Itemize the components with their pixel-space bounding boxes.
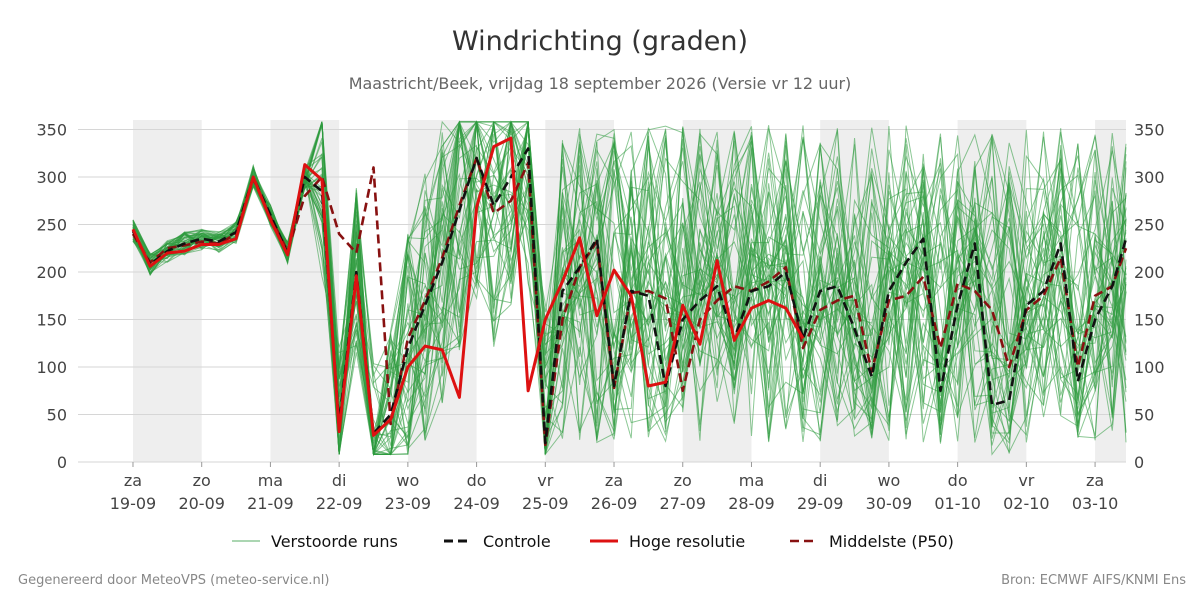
y-tick-left-50: 50 xyxy=(47,406,67,425)
x-tick-date-5: 24-09 xyxy=(453,494,500,513)
chart-title: Windrichting (graden) xyxy=(452,26,748,57)
y-tick-left-100: 100 xyxy=(36,358,67,377)
x-tick-date-13: 02-10 xyxy=(1003,494,1050,513)
x-tick-date-11: 30-09 xyxy=(866,494,913,513)
x-tick-day-14: za xyxy=(1086,471,1104,490)
ensemble-run-47 xyxy=(132,141,1127,455)
x-tick-date-14: 03-10 xyxy=(1072,494,1119,513)
x-tick-day-4: wo xyxy=(396,471,419,490)
y-tick-left-0: 0 xyxy=(57,453,67,472)
y-tick-right-50: 50 xyxy=(1134,406,1154,425)
y-tick-right-0: 0 xyxy=(1134,453,1144,472)
x-tick-date-3: 22-09 xyxy=(316,494,363,513)
x-tick-day-2: ma xyxy=(258,471,283,490)
legend-label-hoge-resolutie: Hoge resolutie xyxy=(629,532,745,551)
legend-item-middelste: Middelste (P50) xyxy=(790,532,954,551)
y-tick-left-200: 200 xyxy=(36,263,67,282)
footer-generated-by: Gegenereerd door MeteoVPS (meteo-service… xyxy=(18,573,330,588)
legend: Verstoorde runs Controle Hoge resolutie … xyxy=(232,532,954,551)
x-tick-day-0: za xyxy=(124,471,142,490)
x-tick-date-10: 29-09 xyxy=(797,494,844,513)
x-tick-date-7: 26-09 xyxy=(591,494,638,513)
y-tick-left-300: 300 xyxy=(36,168,67,187)
y-axis-left: 0 50 100 150 200 250 300 350 xyxy=(36,121,67,473)
x-tick-date-9: 28-09 xyxy=(728,494,775,513)
y-tick-left-350: 350 xyxy=(36,121,67,140)
y-tick-right-150: 150 xyxy=(1134,311,1165,330)
legend-label-middelste: Middelste (P50) xyxy=(829,532,954,551)
x-tick-day-3: di xyxy=(332,471,347,490)
y-tick-right-350: 350 xyxy=(1134,121,1165,140)
x-tick-date-1: 20-09 xyxy=(178,494,225,513)
x-tick-day-6: vr xyxy=(537,471,553,490)
x-tick-day-9: ma xyxy=(739,471,764,490)
main-series xyxy=(131,136,1128,447)
y-tick-left-150: 150 xyxy=(36,311,67,330)
x-tick-day-11: wo xyxy=(877,471,900,490)
y-tick-right-100: 100 xyxy=(1134,358,1165,377)
x-tick-date-12: 01-10 xyxy=(934,494,981,513)
x-tick-day-5: do xyxy=(467,471,487,490)
x-tick-day-10: di xyxy=(813,471,828,490)
x-tick-date-4: 23-09 xyxy=(385,494,432,513)
legend-item-controle: Controle xyxy=(444,532,551,551)
x-tick-date-8: 27-09 xyxy=(659,494,706,513)
x-tick-day-1: zo xyxy=(193,471,211,490)
x-tick-date-6: 25-09 xyxy=(522,494,569,513)
chart-subtitle: Maastricht/Beek, vrijdag 18 september 20… xyxy=(349,74,852,93)
y-tick-right-300: 300 xyxy=(1134,168,1165,187)
legend-label-controle: Controle xyxy=(483,532,551,551)
series-line-1 xyxy=(131,136,805,437)
x-tick-day-7: za xyxy=(605,471,623,490)
x-tick-day-12: do xyxy=(948,471,968,490)
shaded-day-0 xyxy=(132,120,202,462)
x-tick-date-0: 19-09 xyxy=(110,494,157,513)
y-tick-right-250: 250 xyxy=(1134,216,1165,235)
y-tick-left-250: 250 xyxy=(36,216,67,235)
x-tick-date-2: 21-09 xyxy=(247,494,294,513)
x-tick-day-8: zo xyxy=(674,471,692,490)
x-axis: za 19-09 zo 20-09 ma 21-09 di 22-09 wo 23-09 do 24-… xyxy=(110,462,1119,513)
y-axis-right: 0 50 100 150 200 250 300 350 xyxy=(1134,121,1165,473)
legend-item-ensemble: Verstoorde runs xyxy=(232,532,398,551)
legend-item-hoge-resolutie: Hoge resolutie xyxy=(590,532,745,551)
x-tick-day-13: vr xyxy=(1018,471,1034,490)
legend-label-ensemble: Verstoorde runs xyxy=(271,532,398,551)
footer-source: Bron: ECMWF AIFS/KNMI Ens xyxy=(1001,573,1186,588)
y-tick-right-200: 200 xyxy=(1134,263,1165,282)
